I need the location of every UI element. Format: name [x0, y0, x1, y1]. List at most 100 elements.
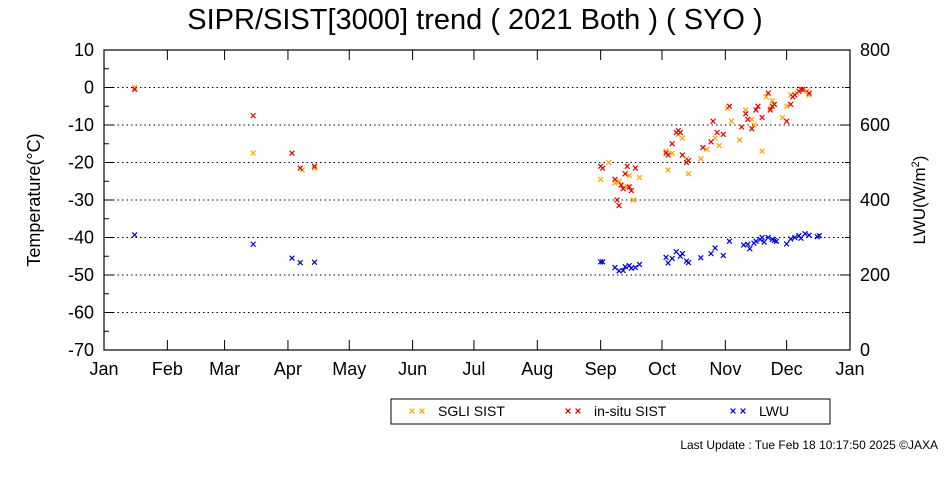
- legend-label: in-situ SIST: [594, 403, 667, 419]
- data-point: [612, 176, 618, 183]
- y-left-tick-labels: 10 0 -10 -20 -30 -40 -50 -60 -70: [68, 40, 94, 360]
- data-point: [673, 248, 680, 255]
- x-tick-label: Nov: [709, 359, 741, 379]
- data-point: [753, 107, 759, 113]
- y-left-tick-label: 10: [74, 40, 94, 60]
- data-point: [697, 155, 704, 162]
- data-point: [716, 142, 723, 149]
- data-point: [685, 157, 692, 164]
- legend-marker: [740, 408, 746, 414]
- y-right-tick-label: 0: [860, 340, 870, 360]
- data-point: [677, 129, 684, 136]
- series-lwu: [131, 230, 823, 274]
- legend-marker: [409, 408, 415, 414]
- data-point: [606, 159, 612, 166]
- y-left-tick-label: -50: [68, 265, 94, 285]
- y-left-tick-label: -10: [68, 115, 94, 135]
- data-point: [708, 139, 714, 145]
- x-tick-labels: Jan Feb Mar Apr May Jun Jul Aug Sep Oct Nov Dec Jan: [89, 359, 864, 379]
- x-tick-label: Dec: [771, 359, 803, 379]
- data-point: [618, 182, 624, 188]
- data-point: [769, 97, 776, 104]
- x-tick-label: Jun: [398, 359, 427, 379]
- data-points: [131, 84, 823, 274]
- data-point: [759, 114, 765, 121]
- data-point: [806, 92, 812, 98]
- data-point: [761, 239, 767, 245]
- legend-marker: [575, 408, 581, 414]
- data-point: [250, 241, 257, 248]
- data-point: [759, 148, 765, 155]
- data-point: [131, 86, 138, 93]
- legend-box: [390, 398, 831, 425]
- x-tick-label: Sep: [585, 359, 617, 379]
- data-point: [791, 234, 798, 241]
- gridlines: [104, 87, 850, 313]
- x-tick-label: Feb: [152, 359, 183, 379]
- data-point: [597, 259, 604, 265]
- tick-marks: [103, 49, 851, 351]
- data-point: [749, 116, 755, 123]
- data-point: [738, 124, 745, 130]
- data-point: [765, 90, 772, 96]
- data-point: [783, 241, 790, 247]
- data-point: [616, 202, 622, 209]
- data-point: [771, 101, 778, 108]
- y-axis-right-label: LWU(W/m2): [910, 156, 929, 245]
- data-point: [665, 260, 671, 266]
- data-point: [720, 252, 727, 259]
- legend: SGLI SIST in-situ SIST LWU: [390, 398, 831, 425]
- data-point: [624, 163, 631, 170]
- data-point: [630, 197, 637, 203]
- data-point: [773, 238, 780, 245]
- data-point: [620, 185, 626, 192]
- data-point: [679, 152, 686, 158]
- legend-marker: [419, 408, 425, 414]
- x-tick-label: Apr: [274, 359, 302, 379]
- data-point: [622, 170, 629, 177]
- data-point: [599, 259, 606, 265]
- data-point: [742, 110, 749, 117]
- data-point: [726, 238, 733, 245]
- legend-marker: [730, 408, 736, 414]
- x-tick-label: Jan: [89, 359, 118, 379]
- data-point: [767, 107, 774, 113]
- data-point: [616, 178, 622, 185]
- data-point: [628, 187, 635, 194]
- data-point: [798, 86, 804, 93]
- data-point: [720, 131, 727, 138]
- y-right-tick-labels: 800 600 400 200 0: [860, 40, 890, 360]
- y-right-tick-label: 800: [860, 40, 890, 60]
- y-left-tick-label: -30: [68, 190, 94, 210]
- data-point: [736, 137, 743, 143]
- data-point: [636, 261, 643, 268]
- data-point: [763, 94, 770, 100]
- data-point: [783, 118, 790, 125]
- last-update-text: Last Update : Tue Feb 18 10:17:50 2025 ©…: [680, 438, 938, 452]
- data-point: [131, 232, 138, 238]
- legend-label: LWU: [759, 403, 789, 419]
- data-point: [710, 118, 716, 125]
- data-point: [663, 148, 669, 155]
- data-point: [806, 232, 812, 239]
- data-point: [626, 172, 633, 179]
- y-axis-left-label: Temperature(°C): [24, 133, 44, 266]
- data-point: [802, 230, 808, 237]
- data-point: [679, 135, 686, 141]
- data-point: [744, 241, 751, 248]
- data-point: [749, 125, 755, 132]
- data-point: [599, 165, 606, 171]
- data-point: [297, 259, 304, 266]
- y-right-tick-label: 400: [860, 190, 890, 210]
- data-point: [697, 254, 704, 261]
- x-tick-label: May: [332, 359, 366, 379]
- x-tick-label: Jul: [462, 359, 485, 379]
- data-point: [783, 103, 790, 110]
- y-left-tick-label: -60: [68, 303, 94, 323]
- data-point: [628, 265, 635, 272]
- data-point: [712, 245, 718, 251]
- data-point: [714, 129, 720, 136]
- data-point: [626, 184, 633, 190]
- data-point: [665, 152, 671, 158]
- series-in-situ-sist: [131, 86, 812, 209]
